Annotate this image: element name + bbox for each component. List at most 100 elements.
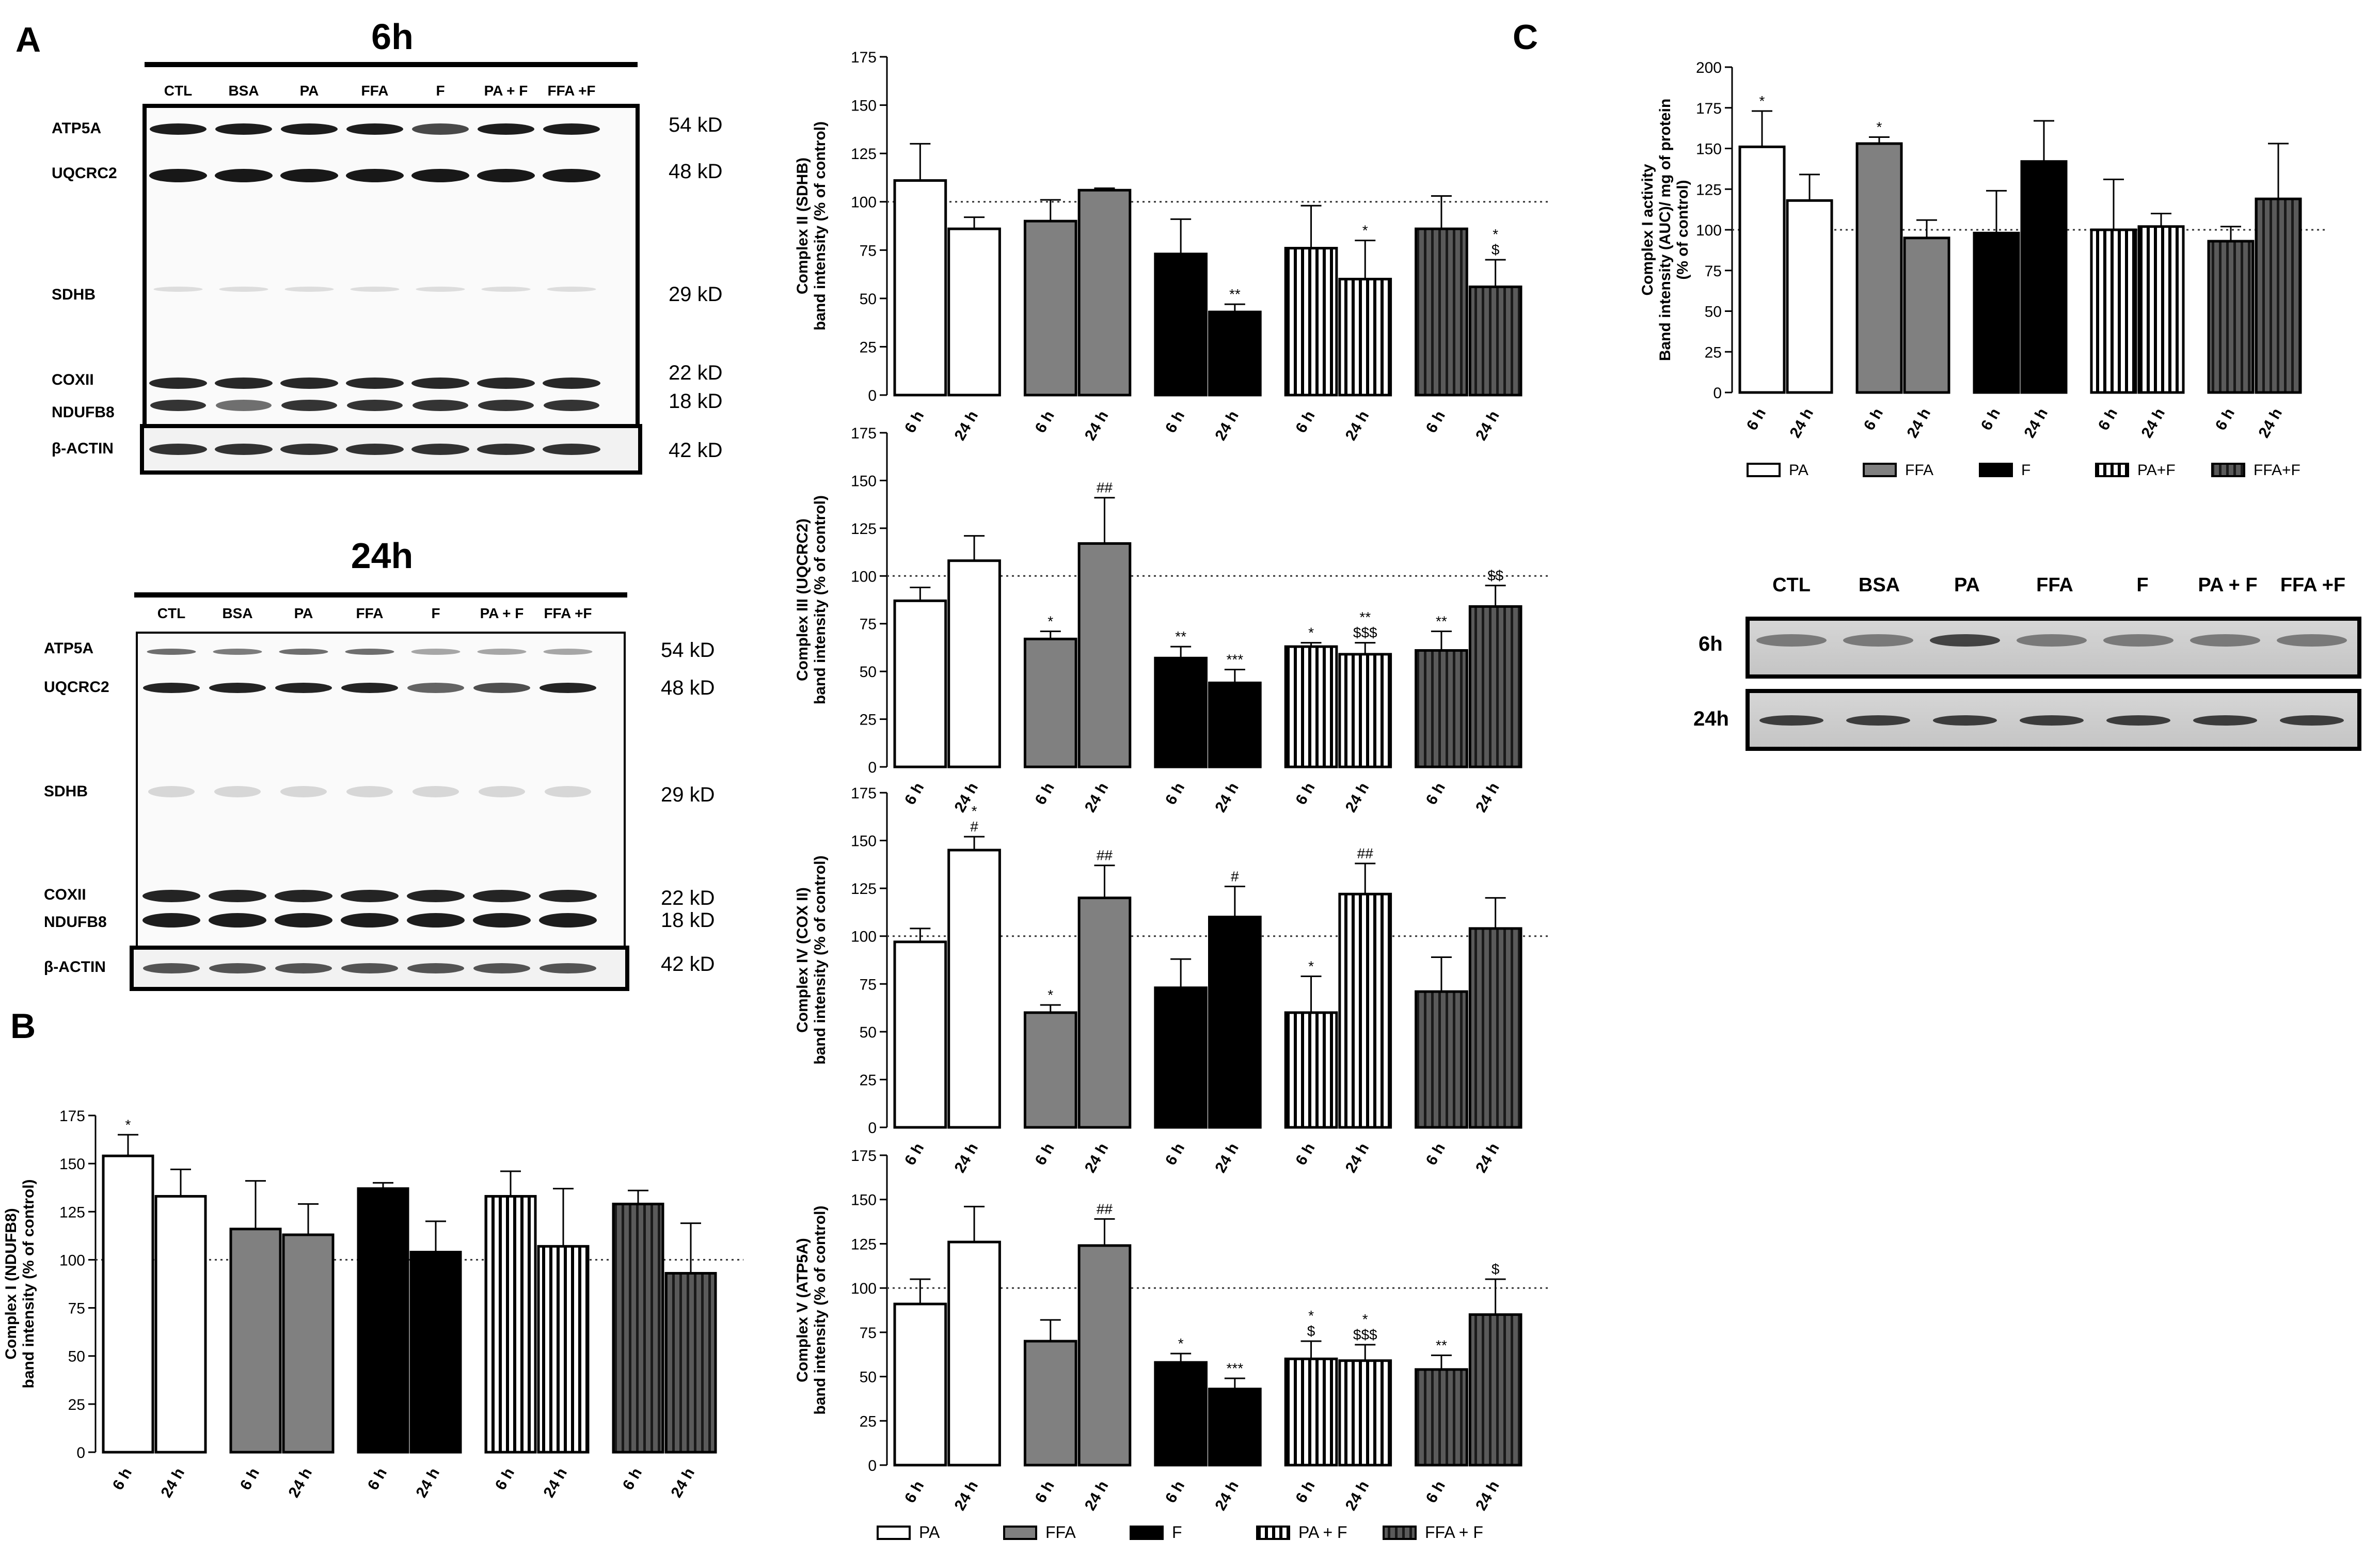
y-tick-label: 0: [868, 387, 877, 404]
y-tick-label: 175: [851, 425, 877, 442]
y-tick-label: 200: [1696, 59, 1722, 76]
significance-label: *: [1362, 1311, 1368, 1327]
band-size: 18 kD: [661, 909, 715, 932]
x-tick-label: 6 h: [1032, 1140, 1058, 1168]
lane-label: PA: [294, 605, 313, 621]
bar: [1973, 231, 2020, 394]
bar: [1208, 310, 1262, 397]
legend-swatch: [1979, 463, 2013, 477]
y-tick-label: 125: [851, 1236, 877, 1253]
significance-label: **: [1359, 609, 1371, 625]
lane-label: PA + F: [480, 605, 524, 621]
band-size: 48 kD: [669, 160, 723, 183]
legend-swatch: [1863, 463, 1897, 477]
bar: [1903, 237, 1950, 394]
chart-complex-i-activity: 0 25 50 75 100 125 150 175 200 Complex I activity…: [1639, 59, 2328, 441]
y-tick-label: 25: [860, 712, 877, 729]
blot-band: [279, 649, 328, 655]
blot-band: [473, 913, 531, 928]
y-tick-label: 25: [68, 1396, 85, 1413]
x-tick-label: 24 h: [951, 408, 982, 443]
x-tick-label: 6 h: [901, 1140, 927, 1168]
x-tick-label: 24 h: [1472, 408, 1503, 443]
bar: [947, 227, 1001, 397]
blot-band: [341, 963, 398, 973]
y-tick-label: 50: [860, 1369, 877, 1386]
blot-band: [345, 649, 394, 655]
band-size: 48 kD: [661, 677, 715, 699]
bar: [1415, 990, 1468, 1129]
y-tick-label: 175: [851, 49, 877, 66]
y-tick-label: 75: [68, 1300, 85, 1317]
bar: [1154, 656, 1208, 768]
y-tick-label: 50: [860, 1024, 877, 1041]
legend-label: FFA+F: [2254, 462, 2300, 479]
significance-label: *: [1178, 1335, 1184, 1351]
significance-label: **: [1229, 286, 1241, 302]
blot-6h-band-sizes: 54 kD 48 kD 29 kD 22 kD 18 kD 42 kD: [669, 114, 723, 462]
blot-band: [543, 378, 600, 389]
blot-band: [142, 913, 200, 928]
blot-band: [214, 786, 261, 797]
y-tick-label: 175: [59, 1108, 85, 1125]
gel-row-label: 6h: [1699, 633, 1723, 655]
band-size: 54 kD: [661, 639, 715, 662]
bar: [282, 1233, 335, 1454]
bar: [1023, 1011, 1077, 1129]
x-tick-label: 6 h: [620, 1465, 645, 1493]
band-name: UQCRC2: [44, 679, 109, 696]
x-tick-label: 24 h: [285, 1465, 315, 1500]
y-tick-label: 25: [860, 339, 877, 356]
x-tick-label: 6 h: [2095, 405, 2121, 433]
band-name: β-ACTIN: [52, 440, 114, 457]
blot-band: [142, 890, 200, 902]
lane-label: CTL: [157, 605, 185, 621]
bar: [1208, 916, 1262, 1129]
blot-band: [281, 400, 337, 411]
x-tick-label: 24 h: [1082, 1140, 1112, 1175]
bar: [1023, 1340, 1077, 1467]
bar: [1284, 247, 1338, 397]
bar: [1077, 1244, 1132, 1467]
significance-label: ##: [1097, 847, 1113, 863]
significance-label: *: [1493, 226, 1498, 242]
blot-band: [477, 378, 535, 389]
blot-band: [540, 683, 596, 693]
bar: [1338, 892, 1392, 1129]
bar: [154, 1194, 207, 1454]
y-axis-label: Complex IV (COX II): [794, 887, 811, 1033]
blot-band: [219, 287, 268, 292]
y-axis-label: band intensity (% of control): [812, 856, 829, 1065]
bar: [893, 179, 947, 397]
bar: [1415, 1368, 1468, 1467]
x-tick-label: 24 h: [2021, 405, 2051, 441]
lane-label: FFA +F: [547, 83, 595, 99]
lane-label: FFA: [361, 83, 389, 99]
blot-band: [412, 400, 468, 411]
y-tick-label: 50: [860, 291, 877, 308]
y-tick-label: 100: [59, 1252, 85, 1269]
chart-complex-ii: 0 25 50 75 100 125 150 175 Complex II (SDHB) band…: [794, 49, 1549, 443]
y-tick-label: 0: [868, 1120, 877, 1137]
x-tick-label: 6 h: [1861, 405, 1886, 433]
x-tick-label: 6 h: [237, 1465, 263, 1493]
blot-band: [209, 890, 266, 902]
blot-24h-band-sizes: 54 kD 48 kD 29 kD 22 kD 18 kD 42 kD: [661, 639, 715, 976]
panel-letter-a: A: [15, 20, 41, 59]
y-tick-label: 100: [1696, 222, 1722, 239]
legend-c: PA FFA F PA+F FFA+F: [1747, 462, 2300, 479]
blot-band: [346, 378, 404, 389]
gel-band: [2103, 634, 2173, 647]
y-tick-label: 100: [851, 929, 877, 946]
blot-band: [148, 786, 195, 797]
significance-label: #: [1231, 868, 1239, 884]
x-tick-label: 24 h: [1786, 405, 1817, 441]
y-axis-label: band intensity (% of control): [812, 1206, 829, 1415]
blot-band: [544, 400, 599, 411]
bar: [893, 599, 947, 768]
band-size: 29 kD: [669, 283, 723, 306]
blot-band: [216, 400, 272, 411]
lane-label: FFA +F: [544, 605, 592, 621]
blot-24h-bands: [142, 649, 597, 973]
blot-band: [411, 444, 469, 455]
